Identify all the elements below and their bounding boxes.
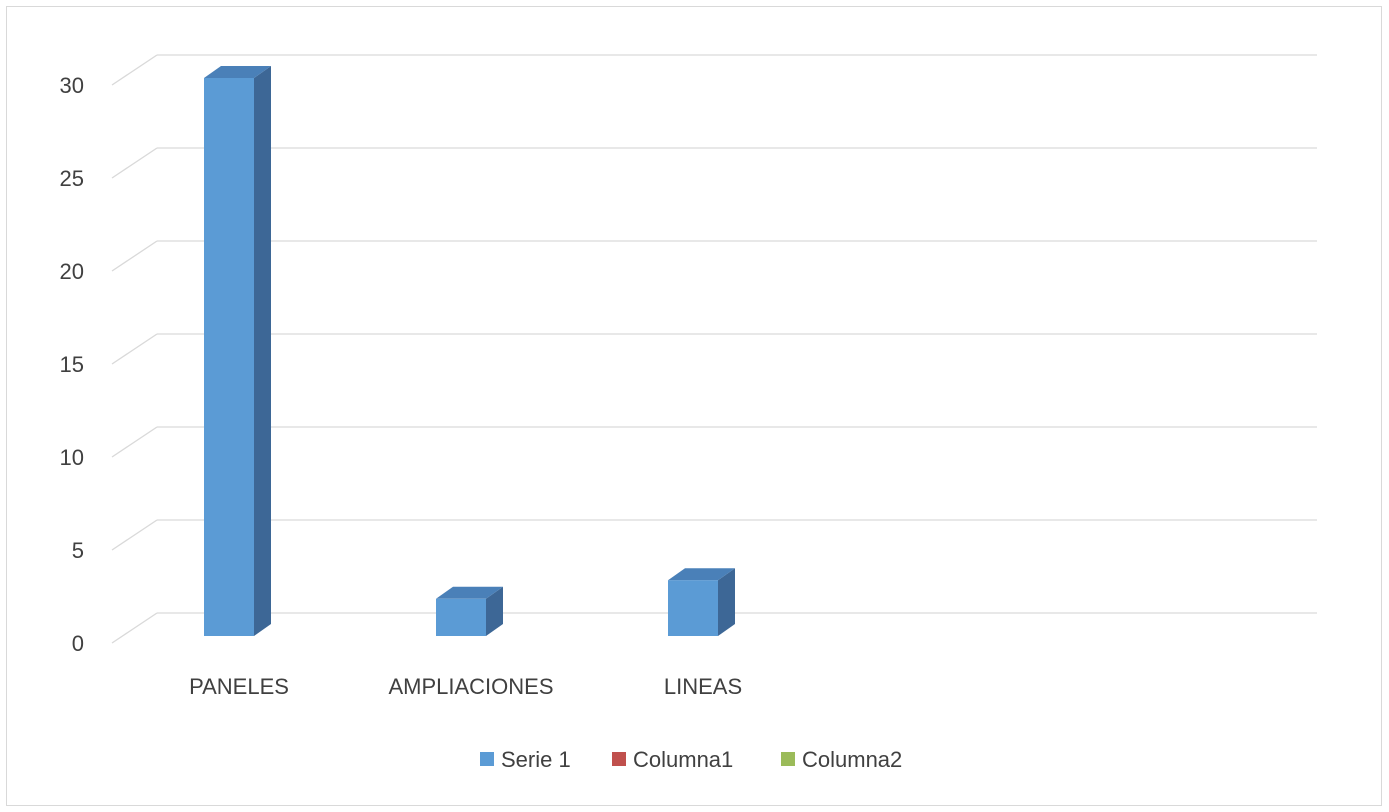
legend-label: Columna2	[802, 747, 902, 772]
gridline-depth	[111, 519, 158, 551]
bar-ampliaciones	[436, 586, 503, 636]
bar-side	[718, 568, 735, 636]
bars	[204, 66, 735, 636]
bar-top	[204, 66, 271, 78]
y-tick-label: 5	[72, 538, 84, 563]
gridlines	[111, 54, 1317, 644]
bar-paneles	[204, 66, 271, 636]
legend-swatch	[612, 752, 626, 766]
x-tick-label: LINEAS	[664, 674, 742, 699]
bar-top	[668, 568, 735, 581]
legend-item: Columna2	[781, 747, 902, 772]
y-tick-label: 25	[60, 166, 84, 191]
bar-front	[436, 598, 486, 636]
bar-front	[204, 78, 254, 636]
gridline-depth	[111, 612, 158, 644]
y-tick-label: 20	[60, 259, 84, 284]
gridline-depth	[111, 147, 158, 179]
x-tick-label: AMPLIACIONES	[388, 674, 553, 699]
gridline-depth	[111, 426, 158, 458]
y-axis-ticks: 0 5 10 15 20 25 30	[60, 73, 84, 656]
legend-label: Columna1	[633, 747, 733, 772]
y-tick-label: 30	[60, 73, 84, 98]
legend: Serie 1 Columna1 Columna2	[480, 747, 902, 772]
gridline-depth	[111, 240, 158, 272]
gridline-depth	[111, 54, 158, 86]
legend-item: Serie 1	[480, 747, 571, 772]
y-tick-label: 0	[72, 631, 84, 656]
y-tick-label: 15	[60, 352, 84, 377]
x-axis-labels: PANELES AMPLIACIONES LINEAS	[189, 674, 742, 699]
gridline-depth	[111, 333, 158, 365]
bar-lineas	[668, 568, 735, 636]
bar-side	[254, 66, 271, 636]
bar-front	[668, 580, 718, 636]
bar-top	[436, 586, 503, 599]
bar-side	[486, 586, 503, 636]
legend-item: Columna1	[612, 747, 733, 772]
x-tick-label: PANELES	[189, 674, 289, 699]
legend-swatch	[480, 752, 494, 766]
legend-swatch	[781, 752, 795, 766]
legend-label: Serie 1	[501, 747, 571, 772]
y-tick-label: 10	[60, 445, 84, 470]
